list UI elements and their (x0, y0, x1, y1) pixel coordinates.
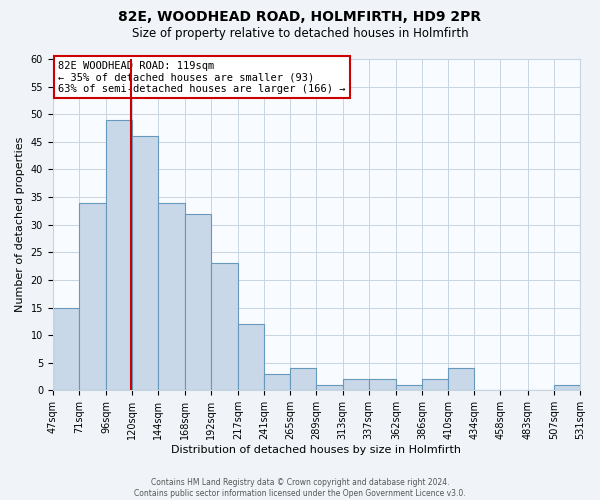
Text: Size of property relative to detached houses in Holmfirth: Size of property relative to detached ho… (131, 28, 469, 40)
Bar (554, 385, 580, 390)
Bar (448, 368, 475, 390)
Bar (343, 380, 368, 390)
Bar (238, 324, 264, 390)
Bar (158, 202, 185, 390)
Text: 82E, WOODHEAD ROAD, HOLMFIRTH, HD9 2PR: 82E, WOODHEAD ROAD, HOLMFIRTH, HD9 2PR (118, 10, 482, 24)
Bar (132, 136, 158, 390)
Bar (422, 380, 448, 390)
Bar (396, 385, 422, 390)
Text: 82E WOODHEAD ROAD: 119sqm
← 35% of detached houses are smaller (93)
63% of semi-: 82E WOODHEAD ROAD: 119sqm ← 35% of detac… (58, 60, 346, 94)
Bar (211, 264, 238, 390)
Bar (290, 368, 316, 390)
Bar (79, 202, 106, 390)
Bar (106, 120, 132, 390)
Y-axis label: Number of detached properties: Number of detached properties (15, 137, 25, 312)
Text: Contains HM Land Registry data © Crown copyright and database right 2024.
Contai: Contains HM Land Registry data © Crown c… (134, 478, 466, 498)
Bar (53, 308, 79, 390)
X-axis label: Distribution of detached houses by size in Holmfirth: Distribution of detached houses by size … (172, 445, 461, 455)
Bar (264, 374, 290, 390)
Bar (368, 380, 396, 390)
Bar (185, 214, 211, 390)
Bar (316, 385, 343, 390)
